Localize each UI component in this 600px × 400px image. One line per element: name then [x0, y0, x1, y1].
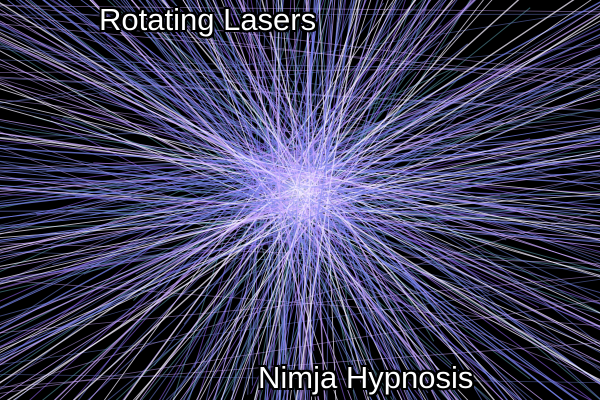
laser-beam — [0, 13, 600, 191]
laser-beam — [138, 0, 528, 400]
laser-beam — [281, 0, 430, 400]
laser-beam — [188, 0, 322, 400]
laser-beam — [0, 147, 600, 380]
laser-beam — [0, 85, 554, 343]
laser-beam — [0, 23, 600, 80]
laser-beam — [208, 0, 416, 400]
laser-beam — [172, 0, 300, 400]
laser-beam — [0, 13, 600, 16]
laser-beam — [0, 76, 600, 112]
laser-beam — [0, 3, 600, 77]
laser-beam — [29, 0, 474, 400]
laser-beam — [104, 12, 489, 400]
laser-beam — [0, 22, 540, 309]
video-title: Rotating Lasers — [99, 2, 317, 37]
laser-beam — [173, 0, 404, 400]
channel-name: Nimja Hypnosis — [258, 360, 474, 395]
laser-beam — [0, 44, 600, 104]
laser-beam — [35, 210, 600, 214]
laser-beam — [213, 0, 403, 400]
laser-convergence-glow — [230, 122, 370, 262]
laser-beam — [0, 8, 600, 104]
laser-beam — [183, 0, 367, 400]
